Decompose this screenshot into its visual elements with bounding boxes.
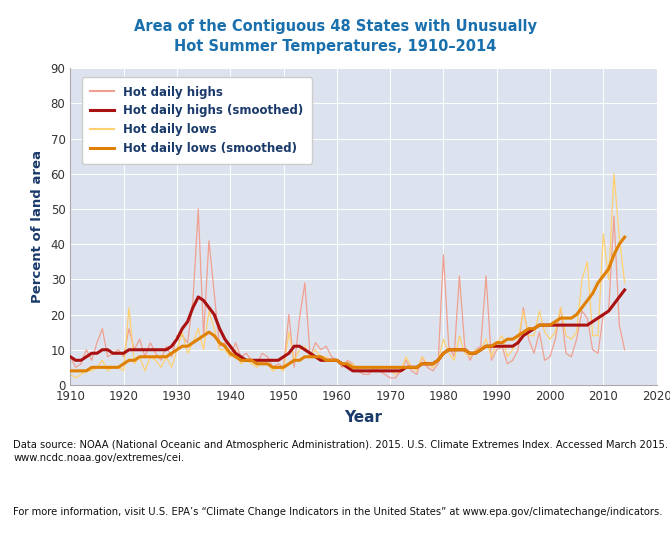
Text: Data source: NOAA (National Oceanic and Atmospheric Administration). 2015. U.S. : Data source: NOAA (National Oceanic and … bbox=[13, 440, 669, 462]
Text: Area of the Contiguous 48 States with Unusually
Hot Summer Temperatures, 1910–20: Area of the Contiguous 48 States with Un… bbox=[133, 19, 537, 54]
X-axis label: Year: Year bbox=[344, 410, 383, 425]
Legend: Hot daily highs, Hot daily highs (smoothed), Hot daily lows, Hot daily lows (smo: Hot daily highs, Hot daily highs (smooth… bbox=[82, 78, 312, 164]
Y-axis label: Percent of land area: Percent of land area bbox=[31, 150, 44, 303]
Text: For more information, visit U.S. EPA’s “Climate Change Indicators in the United : For more information, visit U.S. EPA’s “… bbox=[13, 507, 663, 517]
